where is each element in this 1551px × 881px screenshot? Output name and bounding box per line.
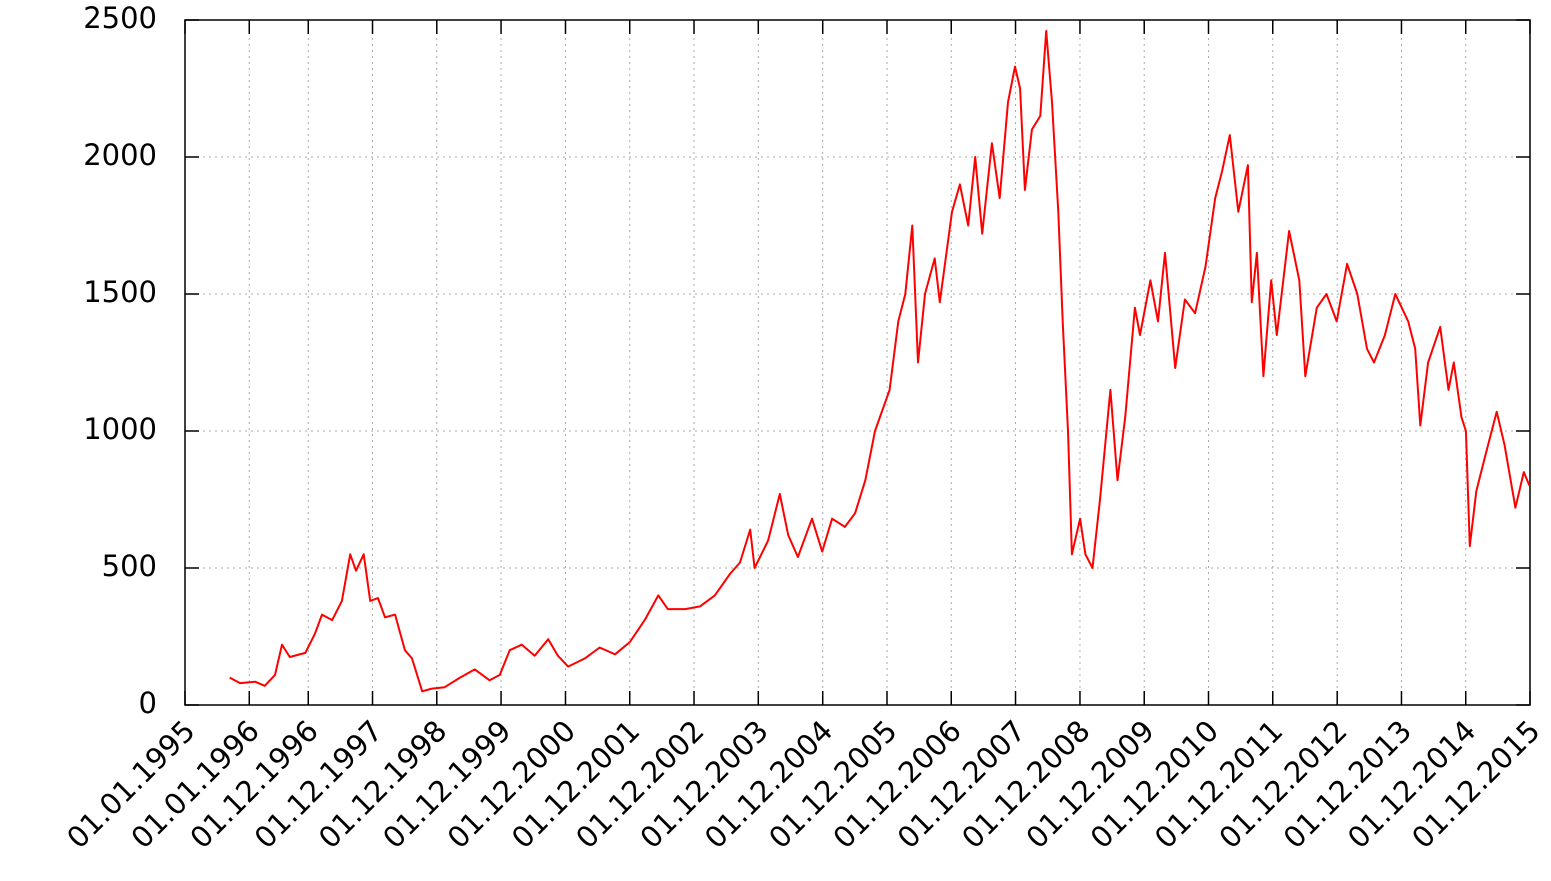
y-tick-label: 2000 (83, 138, 157, 172)
y-tick-label: 2500 (83, 1, 157, 35)
y-tick-label: 0 (139, 686, 157, 720)
y-tick-label: 1500 (83, 275, 157, 309)
plot-frame (184, 19, 1531, 706)
y-tick-label: 500 (102, 549, 157, 583)
data-line (229, 30, 1531, 693)
y-tick-label: 1000 (83, 412, 157, 446)
